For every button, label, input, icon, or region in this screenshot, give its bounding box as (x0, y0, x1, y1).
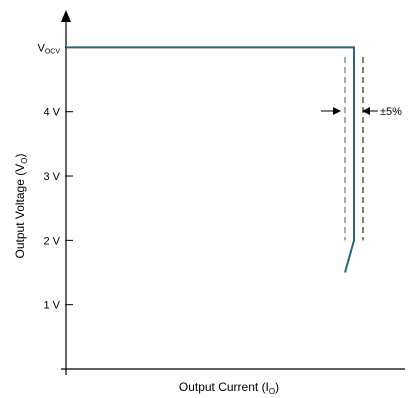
left-arrow-head-icon (333, 107, 341, 115)
y-tick-label-3: 4 V (43, 107, 60, 119)
tolerance-annotation: ±5% (321, 106, 402, 118)
series-group (66, 46, 355, 273)
right-arrow-head-icon (362, 107, 370, 115)
y-ticks: 1 V 2 V 3 V 4 V VOCV (37, 42, 73, 312)
y-axis-arrow-icon (61, 10, 71, 22)
series-line-0 (66, 46, 355, 273)
y-tick-label-4: VOCV (37, 42, 60, 55)
tolerance-lines (344, 57, 364, 241)
y-tick-label-0: 1 V (43, 300, 60, 312)
tolerance-label: ±5% (380, 106, 402, 118)
y-tick-label-2: 3 V (43, 171, 60, 183)
y-axis-title: Output Voltage (VO) (13, 154, 29, 259)
y-tick-label-1: 2 V (43, 235, 60, 247)
x-axis-title: Output Current (IO) (179, 380, 279, 396)
